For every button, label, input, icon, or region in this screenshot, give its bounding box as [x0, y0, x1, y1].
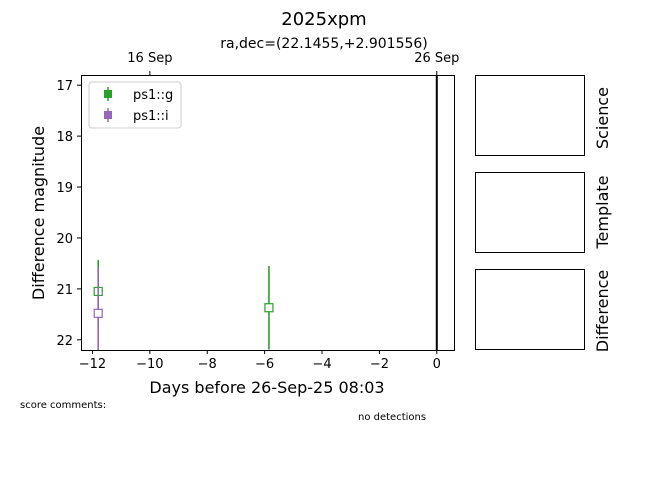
- light-curve-plot: −12 −10 −8 −6 −4 −2 0 17 18 19 20 21 22 16 Sep 26 Sep: [56, 51, 459, 372]
- y-tick-label: 17: [56, 79, 73, 94]
- y-tick-label: 19: [56, 181, 73, 196]
- x-tick-label: −4: [312, 357, 331, 372]
- top-date-label: 16 Sep: [127, 51, 172, 66]
- x-tick-label: 0: [433, 357, 441, 372]
- science-panel: Science: [475, 75, 612, 156]
- difference-panel-label: Difference: [593, 270, 612, 352]
- y-tick-label: 22: [56, 334, 73, 349]
- legend-g-label: ps1::g: [133, 88, 173, 103]
- difference-panel: Difference: [475, 269, 612, 352]
- x-tick-label: −6: [255, 357, 274, 372]
- template-panel-label: Template: [593, 175, 612, 249]
- legend-entry-g: ps1::g: [104, 87, 173, 103]
- legend-entry-i: ps1::i: [104, 108, 169, 124]
- x-tick-label: −2: [370, 357, 389, 372]
- point-ps1--g: [264, 303, 274, 313]
- y-tick-label: 20: [56, 232, 73, 247]
- legend-i-marker: [104, 111, 112, 119]
- science-panel-label: Science: [593, 87, 612, 149]
- science-image-frame: [475, 75, 585, 156]
- template-panel: Template: [475, 172, 612, 253]
- data-layer: [93, 259, 274, 350]
- point-ps1--i: [93, 308, 103, 318]
- legend-i-label: ps1::i: [133, 109, 169, 124]
- x-tick-label: −8: [198, 357, 217, 372]
- template-image-frame: [475, 172, 585, 253]
- x-axis-label: Days before 26-Sep-25 08:03: [149, 378, 384, 397]
- y-axis-label: Difference magnitude: [29, 126, 48, 300]
- top-date-label: 26 Sep: [414, 51, 459, 66]
- x-tick-label: −12: [79, 357, 106, 372]
- x-tick-label: −10: [136, 357, 163, 372]
- legend-g-marker: [104, 90, 112, 98]
- figure-subtitle: ra,dec=(22.1455,+2.901556): [220, 36, 428, 52]
- score-comments: score comments:: [20, 400, 106, 411]
- y-tick-label: 18: [56, 130, 73, 145]
- difference-image-frame: [475, 269, 585, 350]
- y-tick-label: 21: [56, 283, 73, 298]
- plot-frame: [81, 75, 455, 351]
- detections-note: no detections: [358, 412, 426, 423]
- figure-title: 2025xpm: [281, 9, 366, 30]
- legend: ps1::g ps1::i: [88, 81, 182, 129]
